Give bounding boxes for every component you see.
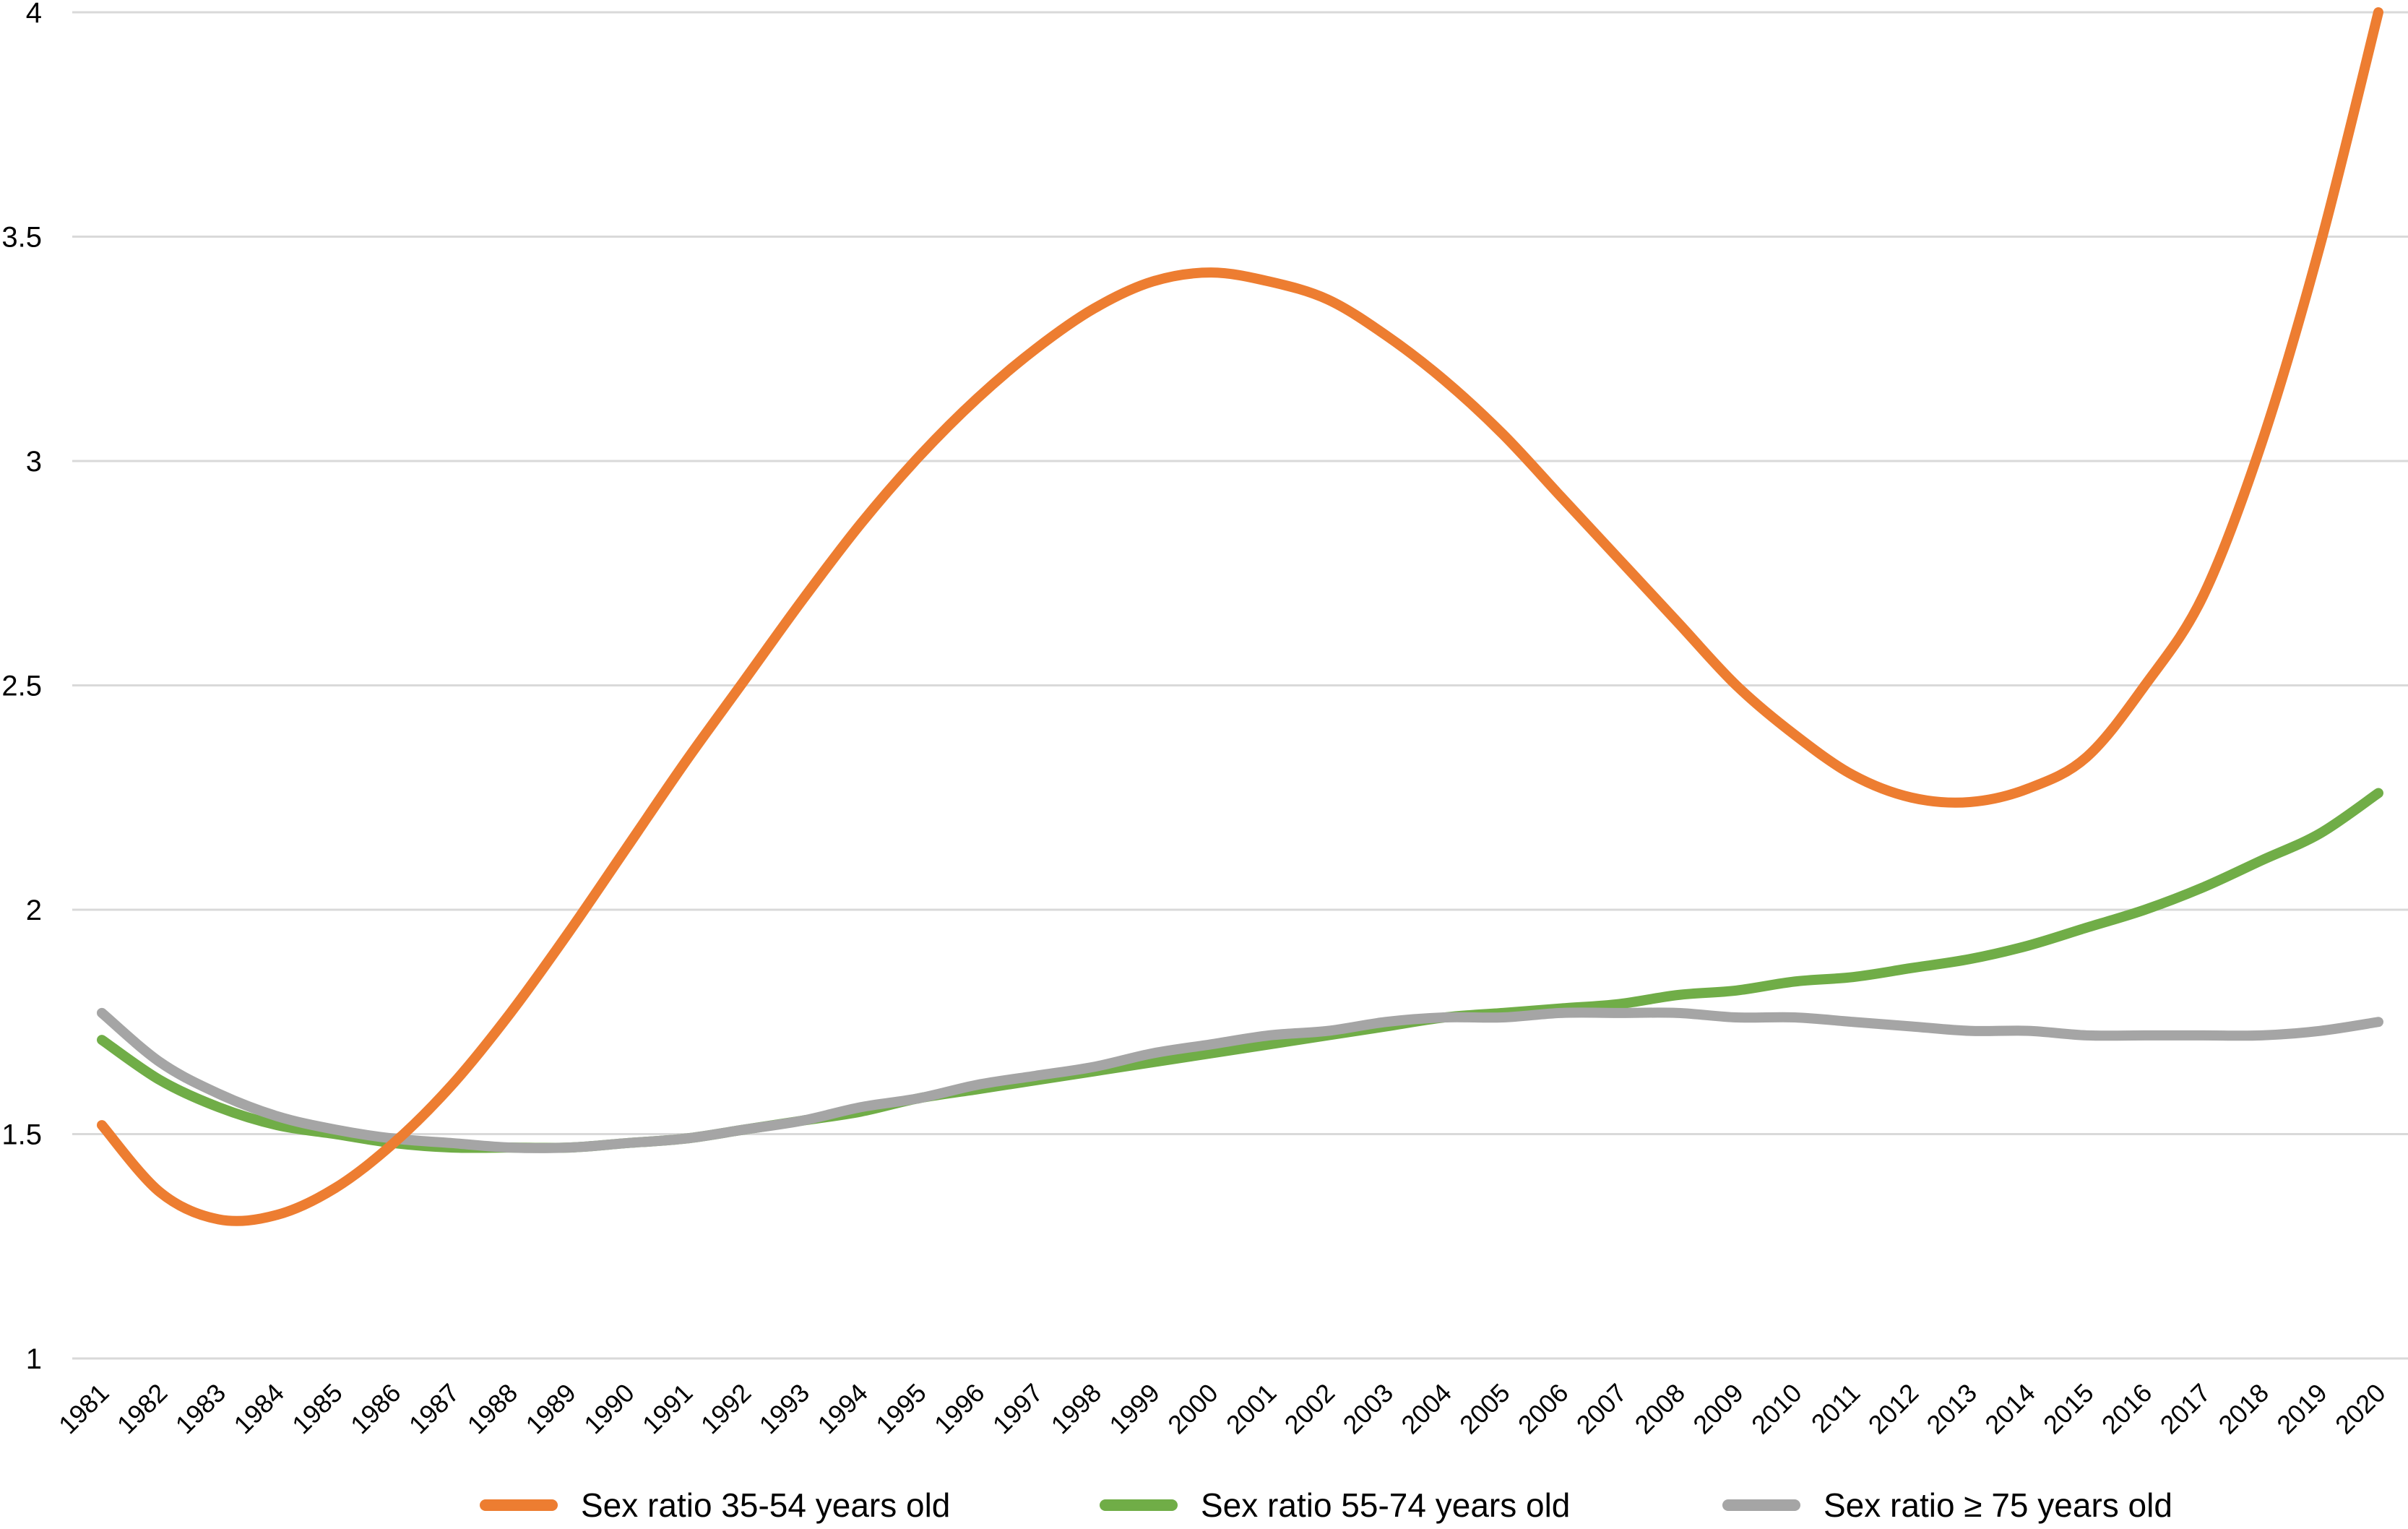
series-line-0 (97, 7, 2383, 1226)
x-tick-label: 2014 (1979, 1378, 2041, 1440)
x-tick-label: 2006 (1512, 1378, 1574, 1440)
x-tick-label: 2010 (1745, 1378, 1808, 1440)
x-axis: 1981198219831984198519861987198819891990… (53, 1378, 2391, 1440)
x-tick-label: 2016 (2096, 1378, 2158, 1440)
y-tick-label: 2 (26, 895, 42, 926)
legend-label-1: Sex ratio 55-74 years old (1201, 1486, 1570, 1524)
x-tick-label: 1985 (286, 1378, 348, 1440)
x-tick-label: 2009 (1687, 1378, 1749, 1440)
y-axis-ticks: 1 1.5 2 2.5 3 3.5 4 (1, 0, 42, 1375)
x-tick-label: 2017 (2154, 1378, 2217, 1440)
gridlines (72, 11, 2408, 1360)
x-tick-label: 2015 (2037, 1378, 2100, 1440)
x-tick-label: 2004 (1395, 1378, 1457, 1440)
y-tick-label: 2.5 (1, 671, 42, 702)
x-tick-label: 1991 (636, 1378, 699, 1440)
x-tick-label: 2020 (2329, 1378, 2391, 1440)
x-tick-label: 2018 (2212, 1378, 2274, 1440)
x-tick-label: 1995 (870, 1378, 932, 1440)
x-tick-label: 1982 (111, 1378, 173, 1440)
x-tick-label: 2013 (1920, 1378, 1982, 1440)
series-line-2 (97, 1007, 2383, 1153)
y-tick-label: 1 (26, 1343, 42, 1375)
x-tick-label: 1984 (228, 1378, 290, 1440)
y-tick-label: 4 (26, 0, 42, 29)
series-lines (97, 7, 2383, 1226)
legend-label-2: Sex ratio ≥ 75 years old (1824, 1486, 2172, 1524)
x-tick-label: 2003 (1337, 1378, 1399, 1440)
x-tick-label: 1990 (578, 1378, 640, 1440)
x-tick-label: 1992 (695, 1378, 757, 1440)
x-tick-label: 1997 (987, 1378, 1049, 1440)
legend-label-0: Sex ratio 35-54 years old (581, 1486, 950, 1524)
x-tick-label: 1988 (462, 1378, 524, 1440)
y-tick-label: 3 (26, 446, 42, 478)
x-tick-label: 1999 (1103, 1378, 1165, 1440)
x-tick-label: 2007 (1571, 1378, 1633, 1440)
x-tick-label: 1983 (170, 1378, 232, 1440)
x-tick-label: 1989 (519, 1378, 582, 1440)
x-tick-label: 2000 (1162, 1378, 1224, 1440)
x-tick-label: 2002 (1279, 1378, 1341, 1440)
x-tick-label: 2019 (2271, 1378, 2333, 1440)
legend: Sex ratio 35-54 years old Sex ratio 55-74… (480, 1486, 2172, 1524)
x-tick-label: 1981 (53, 1378, 115, 1440)
x-tick-label: 1987 (403, 1378, 465, 1440)
x-tick-label: 2008 (1628, 1378, 1691, 1440)
x-tick-label: 2001 (1220, 1378, 1282, 1440)
y-tick-label: 3.5 (1, 222, 42, 254)
y-tick-label: 1.5 (1, 1119, 42, 1151)
x-tick-label: 1994 (811, 1378, 873, 1440)
x-tick-label: 1996 (928, 1378, 991, 1440)
x-tick-label: 1986 (345, 1378, 407, 1440)
x-tick-label: 2005 (1454, 1378, 1516, 1440)
x-tick-label: 2012 (1863, 1378, 1925, 1440)
x-tick-label: 1993 (754, 1378, 816, 1440)
x-tick-label: 1998 (1045, 1378, 1108, 1440)
x-tick-label: 2011 (1805, 1378, 1866, 1439)
